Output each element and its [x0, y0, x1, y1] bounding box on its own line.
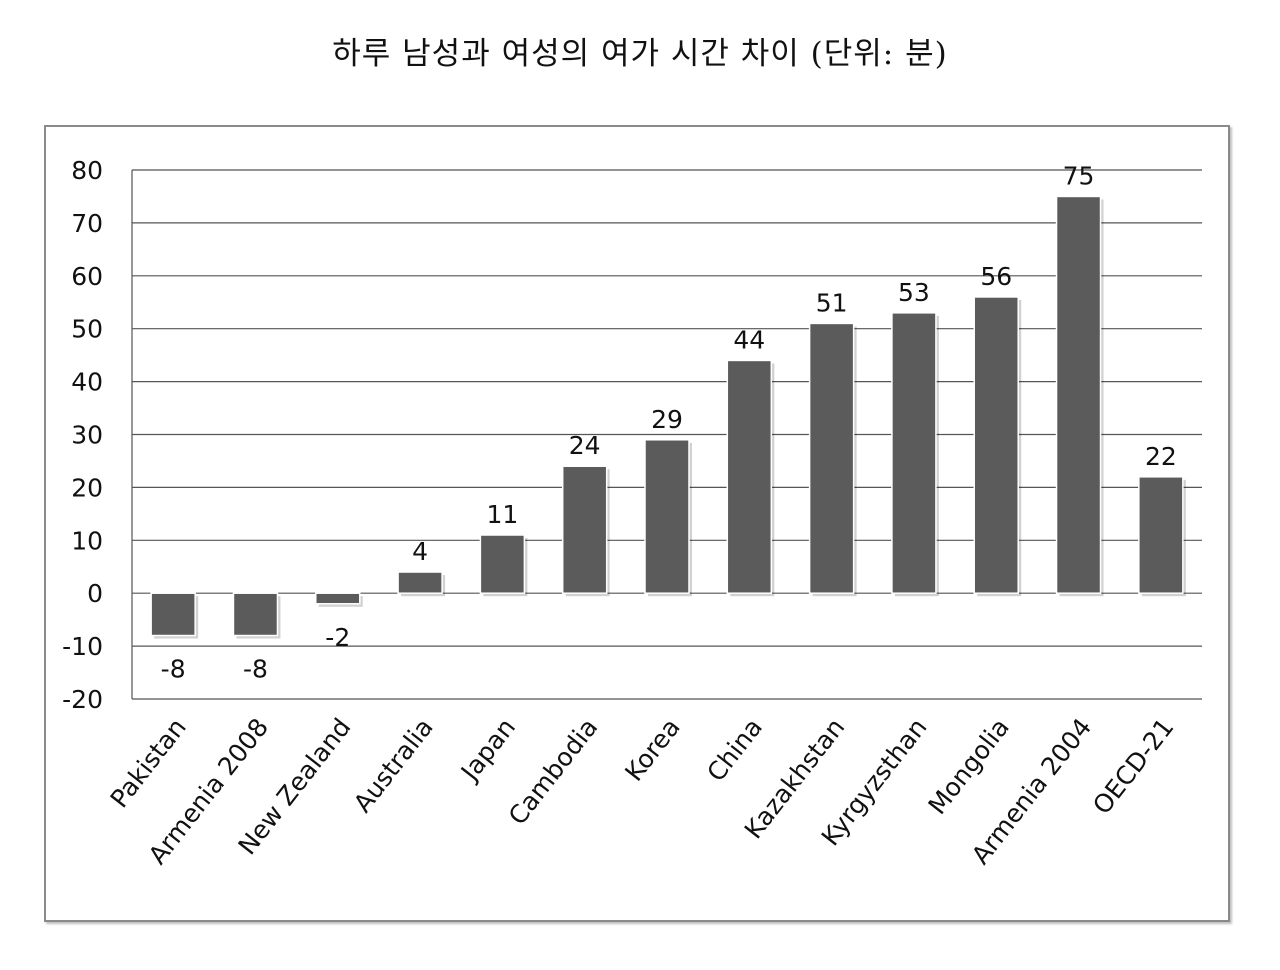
- category-label: OECD-21: [1087, 713, 1179, 820]
- data-label: 11: [486, 500, 518, 529]
- data-label: 44: [733, 325, 765, 354]
- bar: [726, 359, 773, 594]
- bar: [315, 592, 361, 605]
- data-label: -8: [243, 655, 268, 684]
- data-labels: -8 -8 -2 4 11 24 29 44 51 53 56 75 22: [161, 161, 1177, 683]
- bar: [1138, 476, 1184, 594]
- data-label: 53: [898, 278, 930, 307]
- y-tick-label: 30: [71, 421, 103, 450]
- y-axis: 80 70 60 50 40 30 20 10 0 -10 -20: [62, 156, 133, 714]
- y-tick-label: 70: [71, 209, 103, 238]
- bar: [1055, 195, 1102, 594]
- data-label: 29: [651, 405, 683, 434]
- data-label: 24: [569, 431, 601, 460]
- data-label: 4: [412, 537, 428, 566]
- y-tick-label: 40: [71, 368, 103, 397]
- bar: [644, 439, 690, 594]
- y-tick-label: 50: [71, 315, 103, 344]
- category-label: Australia: [348, 713, 439, 818]
- data-label: -8: [161, 655, 186, 684]
- data-label: 22: [1145, 442, 1177, 471]
- gridlines: [132, 169, 1202, 700]
- category-label: Korea: [619, 713, 685, 787]
- data-label: -2: [325, 623, 350, 652]
- data-label: 75: [1063, 161, 1095, 190]
- data-label: 51: [816, 288, 848, 317]
- bars: [150, 195, 1186, 639]
- category-label: Pakistan: [105, 713, 192, 813]
- chart-area: 80 70 60 50 40 30 20 10 0 -10 -20 -8 -8 -2 4 11 24 29 44 5…: [44, 125, 1230, 922]
- bar: [397, 571, 443, 594]
- y-tick-label: 80: [71, 156, 103, 185]
- chart-title: 하루 남성과 여성의 여가 시간 차이 (단위: 분): [332, 36, 948, 72]
- y-tick-label: 10: [71, 526, 103, 555]
- bar: [232, 592, 279, 637]
- bar: [150, 592, 196, 637]
- y-tick-label: 20: [71, 473, 103, 502]
- data-label: 56: [980, 262, 1012, 291]
- bar: [891, 312, 937, 594]
- category-label: Japan: [454, 713, 521, 787]
- y-tick-label: -20: [62, 685, 103, 714]
- bar: [808, 322, 855, 594]
- y-tick-label: 0: [87, 579, 103, 608]
- category-label: Mongolia: [922, 713, 1014, 820]
- y-tick-label: 60: [71, 262, 103, 291]
- bar-chart: 80 70 60 50 40 30 20 10 0 -10 -20 -8 -8 -2 4 11 24 29 44 5…: [62, 156, 1202, 870]
- bar: [973, 296, 1019, 594]
- y-tick-label: -10: [62, 632, 103, 661]
- category-label: China: [701, 713, 768, 787]
- bar: [479, 534, 526, 594]
- bar: [561, 465, 608, 594]
